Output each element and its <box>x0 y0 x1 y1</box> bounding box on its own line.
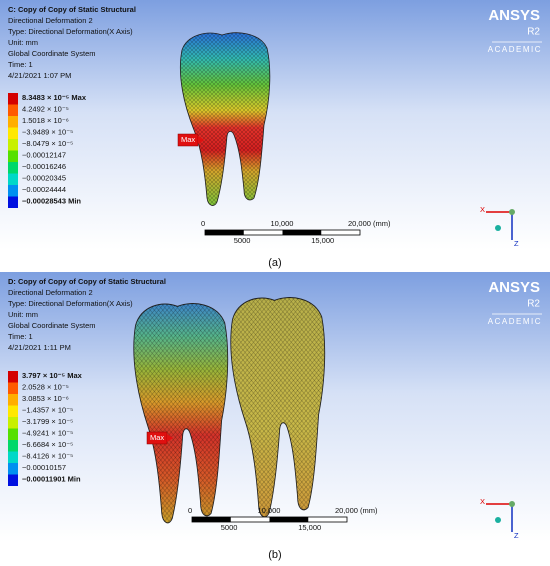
header-line: D: Copy of Copy of Copy of Static Struct… <box>8 277 166 286</box>
header-line: Type: Directional Deformation(X Axis) <box>8 27 133 36</box>
header-line: Unit: mm <box>8 38 38 47</box>
legend-label: −0.00012147 <box>22 150 66 159</box>
legend-label: −8.0479 × 10⁻⁵ <box>22 139 73 148</box>
legend-swatch <box>8 162 18 174</box>
logo-edition: ACADEMIC <box>488 45 542 54</box>
scale-label: 5000 <box>234 236 251 245</box>
scale-label: 5000 <box>221 523 238 532</box>
viewport-background <box>0 0 550 250</box>
legend-label: −0.00020345 <box>22 173 66 182</box>
header-line: Unit: mm <box>8 310 38 319</box>
axis-label: X <box>480 205 485 214</box>
legend-swatch <box>8 371 18 383</box>
legend-label: −0.00016246 <box>22 162 66 171</box>
header-line: C: Copy of Copy of Static Structural <box>8 5 136 14</box>
legend-swatch <box>8 428 18 440</box>
scale-label: 15,000 <box>298 523 321 532</box>
axis-label: Z <box>514 531 519 540</box>
legend-swatch <box>8 405 18 417</box>
legend-label: 3.0853 × 10⁻⁶ <box>22 394 69 403</box>
scale-label: 0 <box>188 506 192 515</box>
axis-marker <box>495 517 501 523</box>
scale-label: 20,000 (mm) <box>335 506 378 515</box>
scale-bar-black <box>269 517 309 522</box>
logo-release: R2 <box>527 27 540 38</box>
header-line: Directional Deformation 2 <box>8 288 93 297</box>
legend-label: 8.3483 × 10⁻⁵ Max <box>22 93 87 102</box>
axis-origin <box>509 209 515 215</box>
legend-swatch <box>8 417 18 429</box>
header-line: Global Coordinate System <box>8 49 96 58</box>
legend-swatch <box>8 185 18 197</box>
legend-swatch <box>8 463 18 475</box>
legend-swatch <box>8 93 18 105</box>
header-line: Time: 1 <box>8 60 33 69</box>
logo-edition: ACADEMIC <box>488 317 542 326</box>
legend-swatch <box>8 196 18 208</box>
header-line: 4/21/2021 1:11 PM <box>8 343 71 352</box>
legend-label: −8.4126 × 10⁻⁵ <box>22 451 73 460</box>
axis-marker <box>495 225 501 231</box>
ansys-panel: D: Copy of Copy of Copy of Static Struct… <box>0 272 550 542</box>
header-line: 4/21/2021 1:07 PM <box>8 71 71 80</box>
legend-swatch <box>8 150 18 162</box>
legend-label: 4.2492 × 10⁻⁵ <box>22 104 69 113</box>
legend-swatch <box>8 394 18 406</box>
legend-label: −3.1799 × 10⁻⁵ <box>22 417 73 426</box>
probe-pointer <box>198 136 204 144</box>
scale-label: 20,000 (mm) <box>348 219 391 228</box>
probe-label: Max <box>150 433 164 442</box>
figure-caption: (b) <box>268 549 281 561</box>
legend-swatch <box>8 382 18 394</box>
legend-label: 1.5018 × 10⁻⁶ <box>22 116 69 125</box>
legend-swatch <box>8 173 18 185</box>
axis-label: X <box>480 497 485 506</box>
legend-swatch <box>8 440 18 452</box>
scale-bar-black <box>192 517 231 522</box>
scale-bar-black <box>282 230 322 235</box>
axis-origin <box>509 501 515 507</box>
legend-swatch <box>8 104 18 116</box>
legend-swatch <box>8 139 18 151</box>
logo-release: R2 <box>527 299 540 310</box>
scale-label: 0 <box>201 219 205 228</box>
legend-label: 2.0528 × 10⁻⁵ <box>22 382 69 391</box>
axis-label: Z <box>514 239 519 248</box>
legend-label: −0.00024444 <box>22 185 66 194</box>
legend-swatch <box>8 451 18 463</box>
legend-label: −0.00010157 <box>22 463 66 472</box>
probe-pointer <box>167 434 173 442</box>
legend-swatch <box>8 127 18 139</box>
probe-label: Max <box>181 135 195 144</box>
header-line: Directional Deformation 2 <box>8 16 93 25</box>
header-line: Time: 1 <box>8 332 33 341</box>
ansys-panel: C: Copy of Copy of Static Structural Dire… <box>0 0 550 250</box>
scale-label: 10,000 <box>271 219 294 228</box>
scale-bar-black <box>205 230 244 235</box>
tooth-mesh <box>180 32 270 206</box>
legend-label: 3.797 × 10⁻⁵ Max <box>22 371 83 380</box>
tooth-mesh <box>230 297 325 517</box>
header-line: Global Coordinate System <box>8 321 96 330</box>
legend-swatch <box>8 474 18 486</box>
logo-brand: ANSYS <box>488 279 540 296</box>
legend-label: −3.9489 × 10⁻⁵ <box>22 127 73 136</box>
legend-label: −1.4357 × 10⁻⁵ <box>22 405 73 414</box>
scale-label: 15,000 <box>311 236 334 245</box>
legend-label: −4.9241 × 10⁻⁵ <box>22 428 73 437</box>
tooth-mesh <box>133 303 228 523</box>
figure-caption: (a) <box>268 257 281 269</box>
header-line: Type: Directional Deformation(X Axis) <box>8 299 133 308</box>
legend-label: −0.00028543 Min <box>22 196 81 205</box>
legend-label: −6.6684 × 10⁻⁵ <box>22 440 73 449</box>
legend-label: −0.00011901 Min <box>22 474 81 483</box>
legend-swatch <box>8 116 18 128</box>
logo-brand: ANSYS <box>488 7 540 24</box>
scale-label: 10,000 <box>258 506 281 515</box>
